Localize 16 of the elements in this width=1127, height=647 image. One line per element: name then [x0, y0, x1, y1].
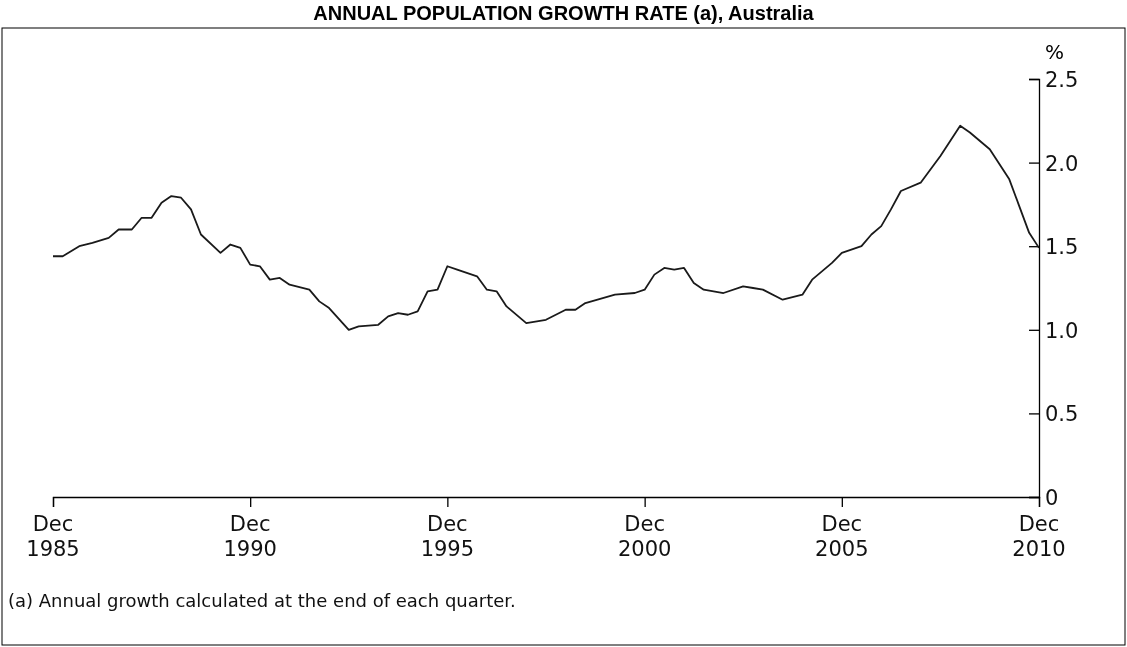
y-tick-label: 1.5: [1045, 235, 1079, 260]
x-tick-label: Dec 2010: [1012, 512, 1066, 561]
y-tick-label: 2.5: [1045, 68, 1079, 92]
y-tick-label: 2.0: [1045, 151, 1079, 176]
y-tick-label: 1.0: [1045, 318, 1079, 343]
x-tick-label: Dec 2000: [617, 512, 672, 561]
x-tick-label: Dec 1995: [420, 512, 475, 561]
chart-title: ANNUAL POPULATION GROWTH RATE (a), Australia: [313, 2, 815, 24]
y-axis-title: %: [1045, 40, 1065, 64]
x-tick-label: Dec 2005: [815, 512, 869, 561]
x-tick-label: Dec 1985: [26, 512, 80, 561]
y-tick-label: 0.5: [1045, 402, 1079, 427]
x-tick-label: Dec 1990: [223, 512, 277, 561]
line-series: [52, 124, 1040, 331]
y-tick-label: 0: [1045, 486, 1059, 510]
text: (a) Annual growth calculated at the end of each quarter.: [8, 590, 516, 611]
